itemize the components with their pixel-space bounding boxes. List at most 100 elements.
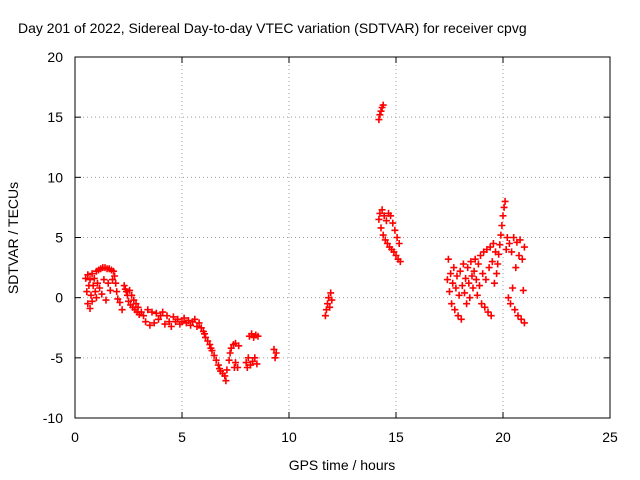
data-point [249,357,257,365]
data-point [389,219,397,227]
data-point [206,341,214,349]
data-point [106,286,114,294]
data-point [490,279,498,287]
data-point [489,240,497,247]
data-point [91,288,99,296]
data-point [456,267,464,275]
data-point [512,264,520,272]
data-point [140,312,147,320]
data-point [484,308,492,316]
data-point [479,270,487,278]
y-tick-label: 0 [55,290,63,306]
data-point [467,258,475,266]
data-point [195,319,203,327]
data-point [90,274,98,282]
data-point [142,318,150,326]
data-point [128,291,136,299]
data-point [474,260,482,268]
data-point [378,206,386,214]
data-point [235,342,243,350]
data-point [187,321,195,329]
data-point [377,224,385,232]
data-point [493,270,501,278]
data-point [326,303,334,311]
data-point [148,308,156,316]
data-point [118,306,126,314]
data-point [499,212,507,220]
data-point [225,356,233,364]
data-point [113,288,121,296]
y-tick-label: 20 [47,49,63,65]
data-point [508,248,516,256]
data-point [379,101,387,109]
data-point [327,289,335,297]
data-point [387,212,395,220]
data-point [83,288,91,296]
data-point [485,264,493,272]
data-point [272,349,280,357]
y-axis-ticks: -10 -5 0 5 10 15 20 [43,49,610,426]
data-point [382,217,390,225]
data-point [503,234,511,241]
data-point [396,258,404,266]
data-point [472,276,480,284]
data-point [476,282,483,290]
data-point [502,246,510,253]
data-point [178,318,186,326]
data-point [169,313,177,321]
data-point [487,312,495,320]
data-point [152,309,160,317]
data-point [494,260,502,268]
data-point [150,319,158,327]
data-point [464,264,472,272]
data-point [488,258,496,266]
data-point [88,270,96,278]
data-point [510,234,518,241]
x-tick-label: 15 [388,429,404,445]
data-point [184,317,192,324]
data-point [247,361,254,369]
data-point [379,231,387,239]
data-point [223,366,231,374]
data-point [391,226,399,234]
data-point [519,286,527,294]
data-point [125,297,132,305]
data-point [165,318,173,326]
data-point [375,116,383,124]
data-point [466,294,474,302]
data-point [120,282,128,290]
data-point [161,320,169,328]
data-point [193,323,201,330]
data-point [254,332,262,340]
chart-title: Day 201 of 2022, Sidereal Day-to-day VTE… [18,20,527,36]
data-point [465,279,473,287]
data-point [457,315,465,323]
data-point [87,291,95,299]
data-point [443,276,451,284]
data-point [328,296,336,304]
data-point [515,252,523,259]
data-point [451,306,459,314]
data-point [212,356,220,364]
data-point [89,282,97,290]
data-point [454,312,462,320]
data-point [84,271,92,279]
data-point [324,300,331,308]
data-point [449,279,457,287]
data-point [126,286,134,294]
data-point [514,312,522,320]
data-point [144,306,152,314]
data-point [516,236,524,244]
data-point [469,284,477,292]
data-point [86,276,94,284]
data-point [455,291,463,299]
data-point [450,264,458,272]
data-point [376,209,384,217]
data-point [102,296,110,304]
x-axis-label: GPS time / hours [289,457,396,473]
data-point [501,197,509,205]
data-point [478,300,486,308]
data-point [461,289,468,297]
data-point [109,276,116,284]
